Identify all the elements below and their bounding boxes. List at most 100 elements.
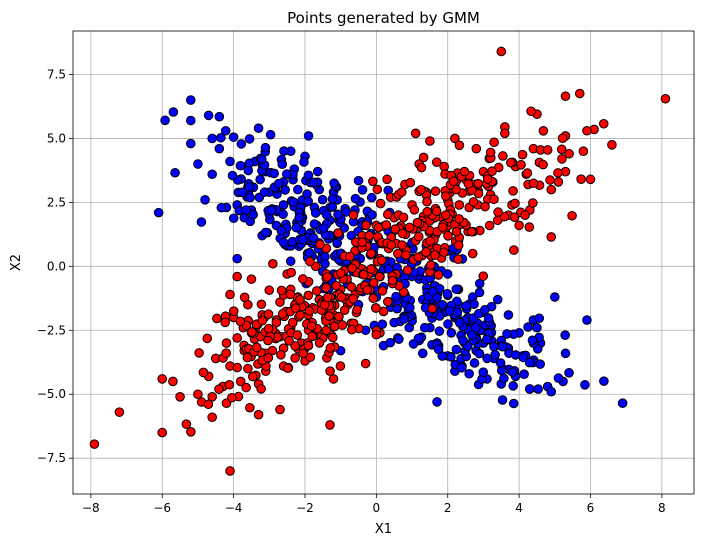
scatter-point-s1-411 xyxy=(413,231,424,242)
scatter-point-s1-435 xyxy=(482,174,493,184)
scatter-point-s1-272 xyxy=(306,321,317,332)
scatter-point-s1-106 xyxy=(268,258,278,269)
scatter-point-s1-458 xyxy=(348,294,358,304)
scatter-point-s0-434 xyxy=(434,326,445,337)
scatter-point-s1-508 xyxy=(441,210,451,220)
scatter-point-s0-313 xyxy=(248,209,258,220)
scatter-point-s0-491 xyxy=(497,341,508,352)
scatter-point-s0-214 xyxy=(160,115,170,126)
scatter-point-s0-98 xyxy=(432,397,442,407)
scatter-point-s0-308 xyxy=(357,185,368,195)
scatter-point-s0-466 xyxy=(474,348,485,359)
scatter-point-s1-330 xyxy=(576,174,586,184)
scatter-point-s0-418 xyxy=(523,322,533,332)
scatter-point-s1-17 xyxy=(542,145,553,155)
scatter-point-s0-350 xyxy=(508,381,518,391)
scatter-point-s0-36 xyxy=(232,253,242,264)
scatter-point-s1-324 xyxy=(263,353,274,363)
scatter-point-s0-96 xyxy=(617,398,628,408)
scatter-point-s0-248 xyxy=(299,157,309,167)
scatter-point-s1-340 xyxy=(333,228,343,238)
scatter-point-s1-428 xyxy=(371,303,381,313)
scatter-point-s1-267 xyxy=(307,331,318,342)
scatter-point-s1-429 xyxy=(328,332,338,343)
scatter-point-s1-502 xyxy=(443,231,453,241)
scatter-point-s0-510 xyxy=(457,362,467,373)
scatter-point-s1-67 xyxy=(232,333,242,343)
scatter-point-s0-10 xyxy=(303,131,314,141)
scatter-point-s0-503 xyxy=(497,395,508,405)
scatter-point-s1-516 xyxy=(508,186,518,196)
scatter-point-s1-127 xyxy=(202,333,213,344)
scatter-point-s0-11 xyxy=(207,169,217,180)
scatter-point-s0-293 xyxy=(294,212,305,223)
scatter-point-s1-451 xyxy=(430,186,441,196)
scatter-point-s0-149 xyxy=(220,125,231,136)
scatter-point-s1-81 xyxy=(235,376,246,387)
scatter-point-s1-9 xyxy=(500,128,510,139)
scatter-point-s0-379 xyxy=(469,358,480,368)
scatter-point-s1-512 xyxy=(386,240,397,250)
scatter-point-s0-408 xyxy=(499,373,509,384)
scatter-point-s1-261 xyxy=(276,285,287,296)
scatter-point-s1-91 xyxy=(253,409,264,420)
scatter-point-s1-469 xyxy=(418,152,429,163)
scatter-point-s0-6 xyxy=(193,159,203,169)
scatter-point-s1-115 xyxy=(514,220,524,231)
scatter-point-s0-4 xyxy=(207,133,217,144)
scatter-point-s1-487 xyxy=(598,118,609,129)
scatter-point-s1-314 xyxy=(287,317,298,328)
scatter-point-s1-313 xyxy=(284,336,294,346)
scatter-point-s0-9 xyxy=(253,123,264,133)
scatter-point-s1-461 xyxy=(433,270,444,280)
scatter-point-s0-476 xyxy=(461,301,471,311)
scatter-point-s1-517 xyxy=(431,206,442,217)
scatter-point-s1-470 xyxy=(526,106,536,117)
scatter-point-s0-512 xyxy=(452,307,463,317)
scatter-point-s0-505 xyxy=(535,359,546,369)
scatter-point-s1-303 xyxy=(295,310,305,320)
scatter-point-s1-415 xyxy=(364,230,375,241)
scatter-point-s0-188 xyxy=(216,132,226,143)
scatter-point-s0-498 xyxy=(534,313,545,324)
scatter-point-s1-96 xyxy=(225,466,235,476)
scatter-point-s1-510 xyxy=(453,254,463,264)
scatter-point-s0-37 xyxy=(285,256,296,267)
scatter-point-s1-374 xyxy=(409,205,420,215)
scatter-point-s1-98 xyxy=(328,374,339,384)
scatter-point-s1-184 xyxy=(224,379,235,390)
scatter-point-s0-380 xyxy=(377,319,388,330)
scatter-point-s0-17 xyxy=(153,207,164,218)
scatter-point-s1-299 xyxy=(220,317,230,328)
scatter-point-s0-153 xyxy=(236,139,247,149)
scatter-point-s1-12 xyxy=(450,133,460,144)
scatter-point-s0-282 xyxy=(333,209,343,220)
scatter-point-s1-440 xyxy=(454,200,465,210)
scatter-point-s0-267 xyxy=(304,247,315,258)
scatter-point-s1-327 xyxy=(322,272,333,282)
scatter-point-s0-304 xyxy=(298,234,308,245)
x-tick-label-3: −2 xyxy=(296,501,314,515)
scatter-point-s0-386 xyxy=(502,329,512,339)
scatter-point-s0-24 xyxy=(293,184,303,195)
scatter-point-s1-446 xyxy=(556,144,567,155)
scatter-point-s1-500 xyxy=(348,210,359,220)
scatter-point-s1-499 xyxy=(425,236,435,246)
scatter-point-s0-279 xyxy=(227,170,238,181)
scatter-point-s0-517 xyxy=(527,335,538,346)
scatter-point-s0-93 xyxy=(560,348,571,359)
scatter-point-s1-439 xyxy=(440,191,451,201)
scatter-point-s0-281 xyxy=(244,134,255,144)
scatter-point-s1-300 xyxy=(247,327,257,337)
scatter-point-s1-273 xyxy=(235,316,246,327)
scatter-point-s0-508 xyxy=(490,349,500,360)
scatter-point-s1-472 xyxy=(574,88,585,99)
scatter-point-s0-95 xyxy=(582,315,592,325)
scatter-point-s1-447 xyxy=(368,293,379,304)
scatter-point-s0-438 xyxy=(474,287,485,298)
x-tick-label-0: −8 xyxy=(82,501,100,515)
scatter-point-s1-507 xyxy=(437,222,448,232)
scatter-point-s1-349 xyxy=(375,198,386,209)
scatter-point-s1-24 xyxy=(553,177,564,187)
